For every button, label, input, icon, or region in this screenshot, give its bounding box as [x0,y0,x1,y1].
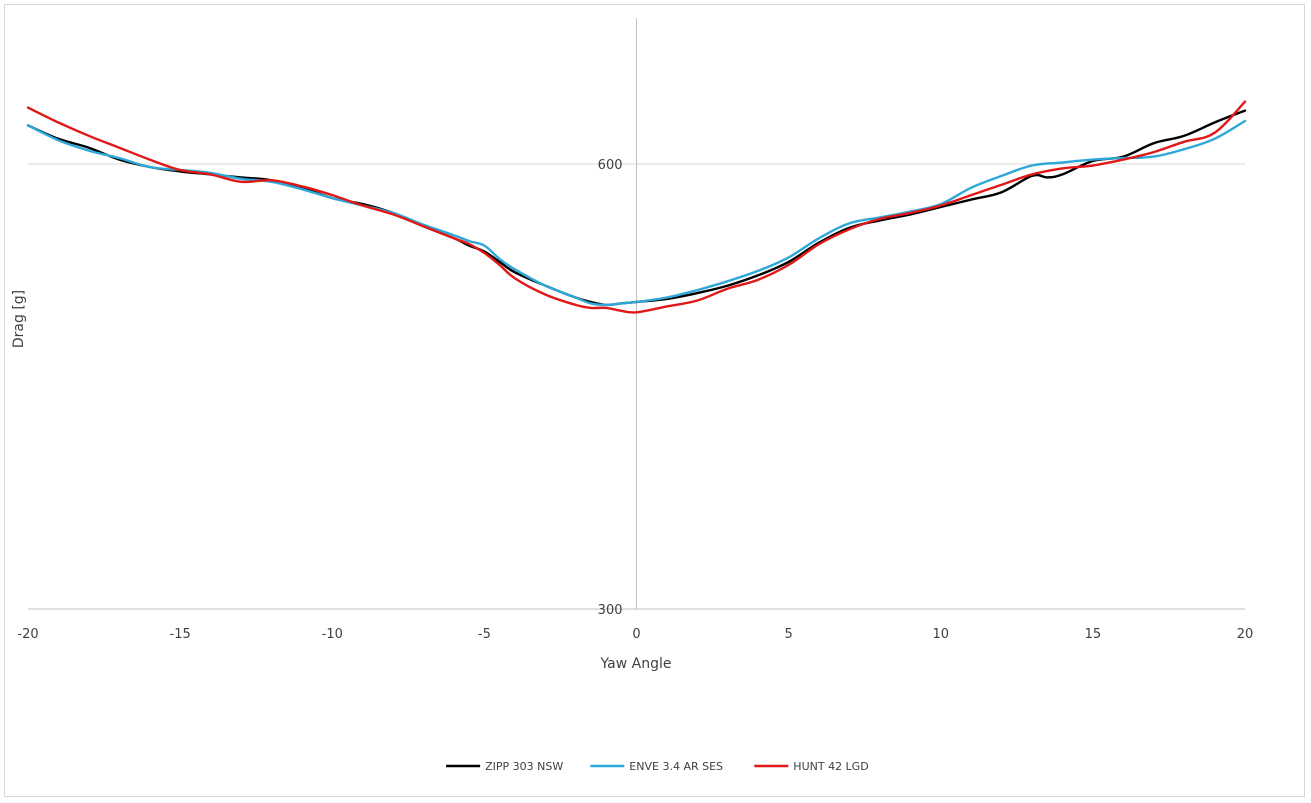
legend-item-3: HUNT 42 LGD [754,760,869,773]
y-axis-title: Drag [g] [11,290,27,348]
x-tick-label: 20 [1237,627,1254,642]
x-tick-label: -15 [170,627,191,642]
x-axis-title: Yaw Angle [600,656,672,672]
x-tick-label: -5 [478,627,491,642]
y-tick-label: 600 [598,158,623,173]
series-line-2 [26,119,1247,307]
legend: ZIPP 303 NSW ENVE 3.4 AR SES HUNT 42 LGD [446,760,869,773]
chart-frame [4,4,1305,797]
series-line-3 [26,100,1247,314]
x-tick-label: 0 [632,627,640,642]
legend-label: HUNT 42 LGD [793,760,868,773]
x-tick-label: 10 [932,627,949,642]
legend-label: ENVE 3.4 AR SES [629,760,723,773]
legend-item-2: ENVE 3.4 AR SES [590,760,723,773]
x-tick-label: -10 [322,627,343,642]
x-tick-label: -20 [17,627,38,642]
legend-label: ZIPP 303 NSW [485,760,563,773]
x-tick-label: 5 [784,627,792,642]
y-tick-label: 300 [598,603,623,618]
tick-labels: -20 -15 -10 -5 0 5 10 15 20 300 600 [17,158,1253,642]
x-tick-label: 15 [1085,627,1102,642]
legend-item-1: ZIPP 303 NSW [446,760,563,773]
series-lines [26,100,1247,314]
